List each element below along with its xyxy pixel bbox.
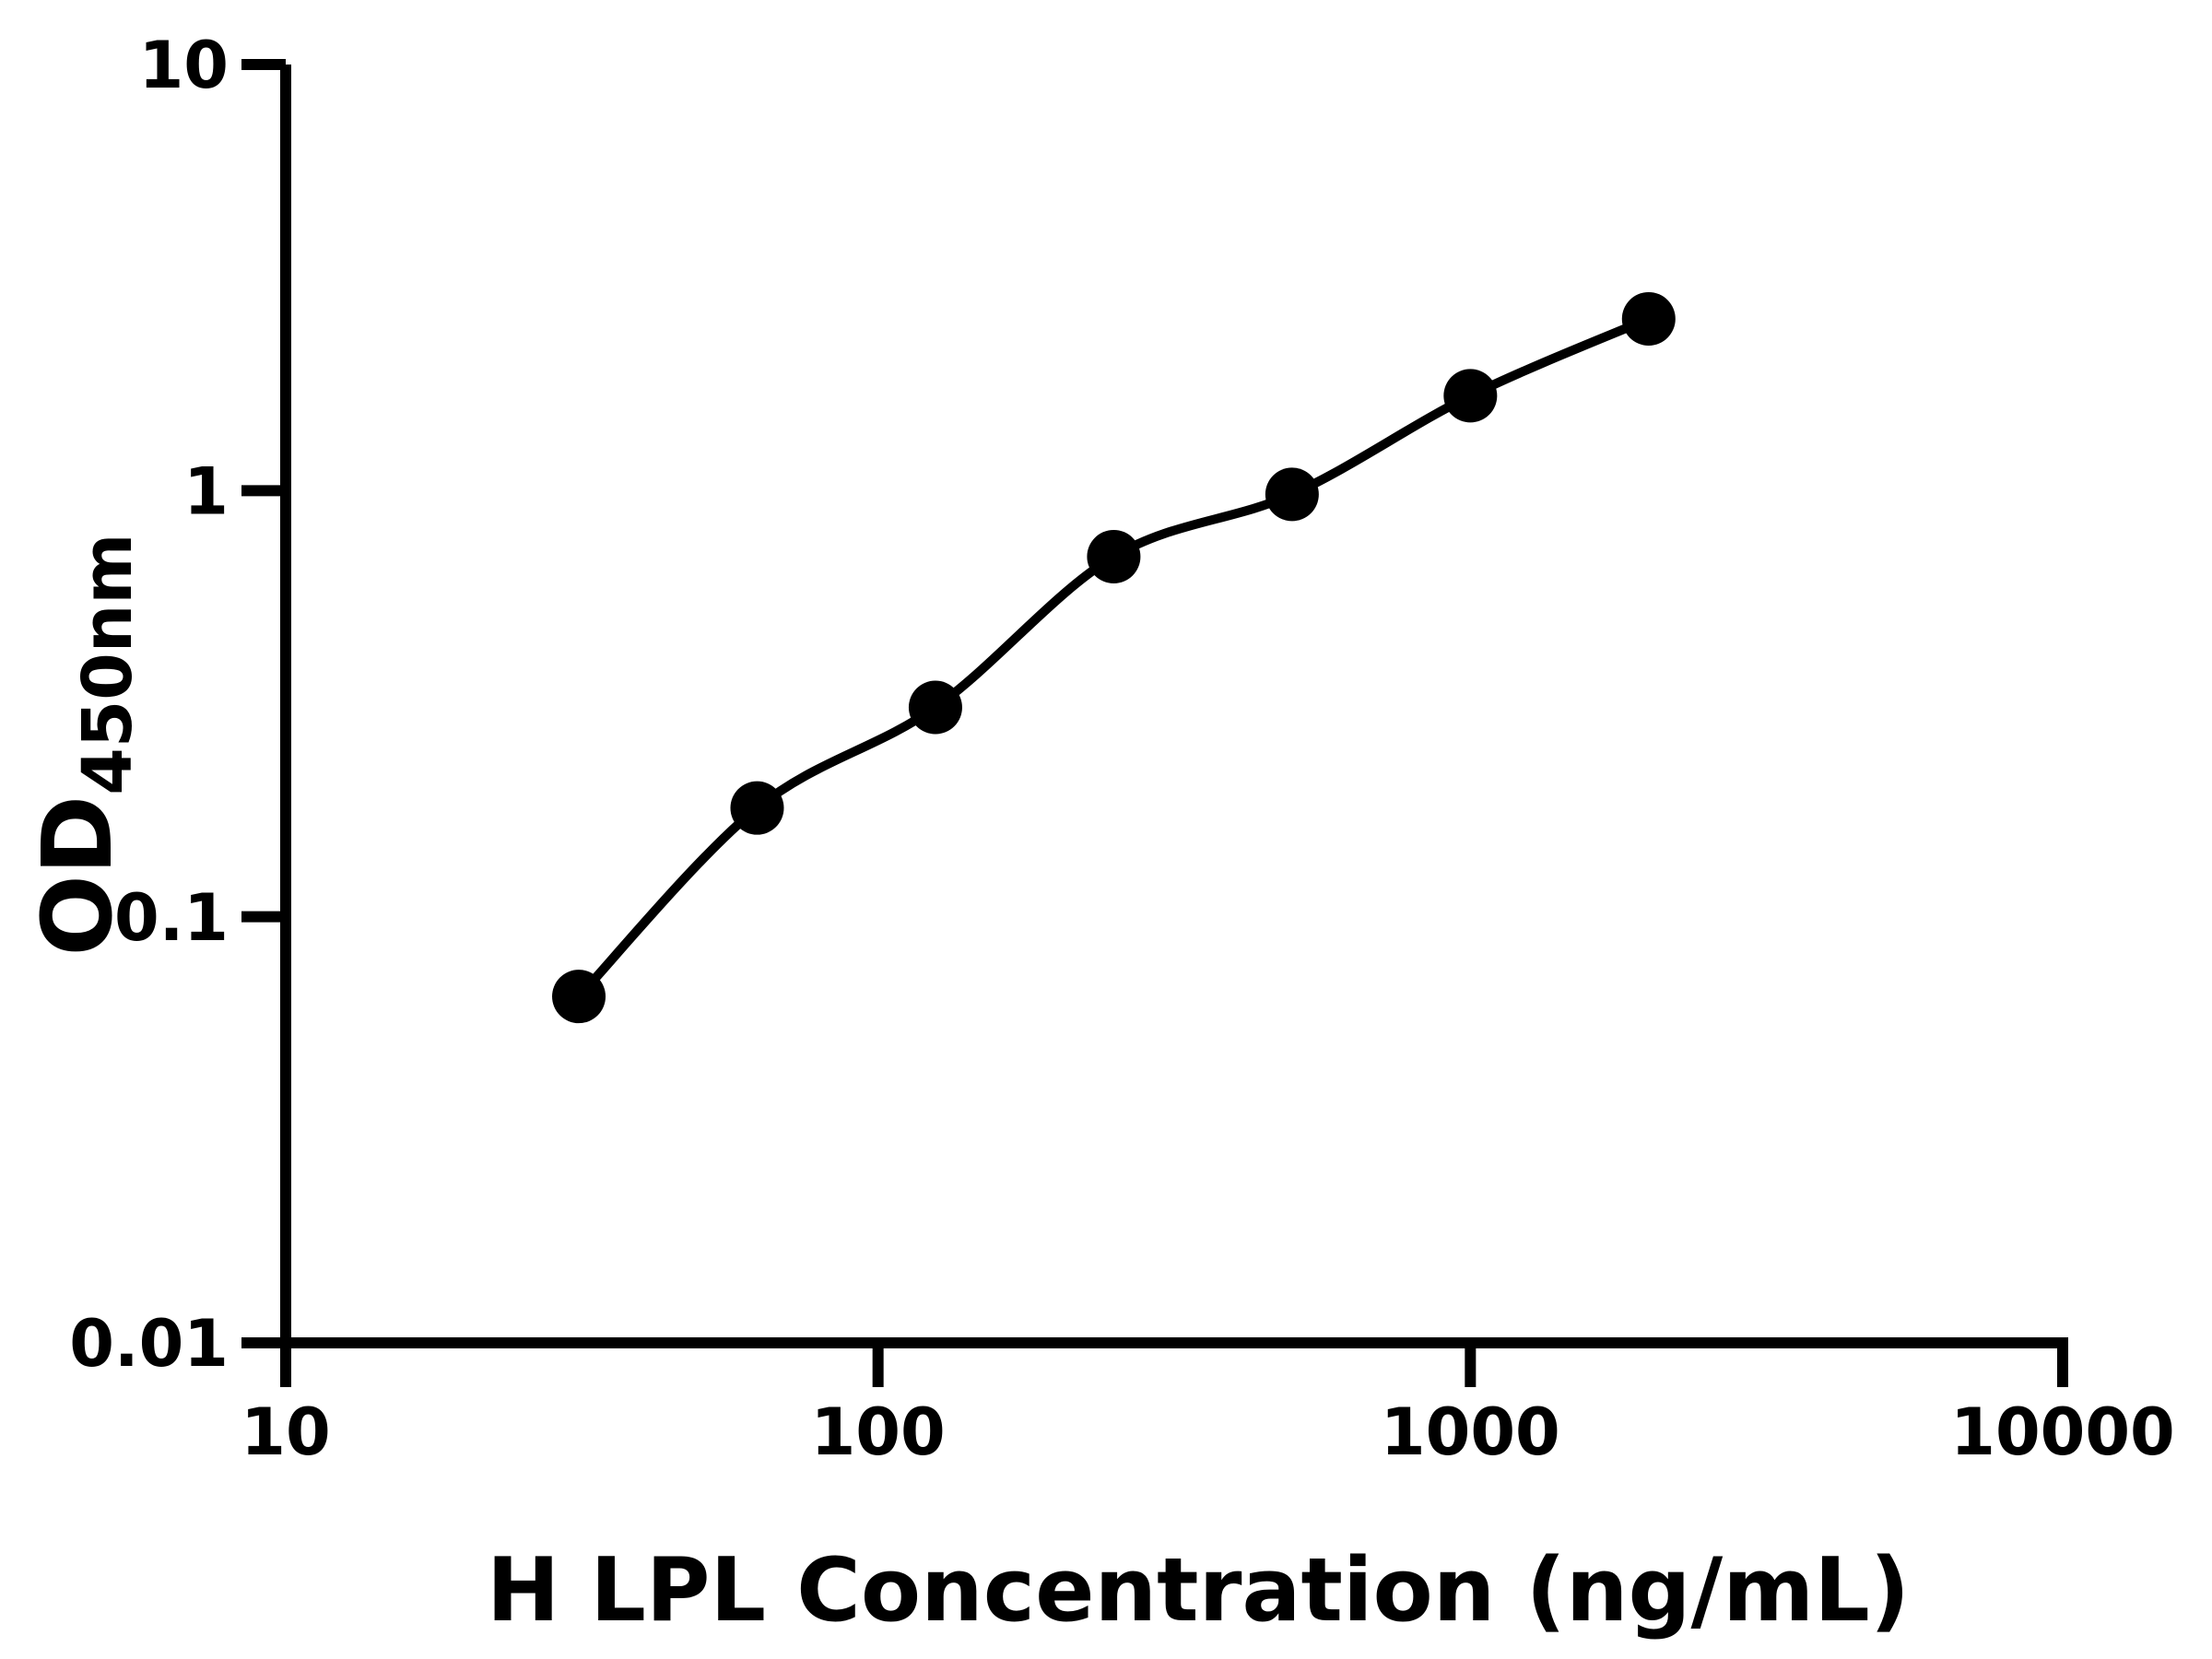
- x-tick-label-10000: 10000: [1950, 1394, 2175, 1470]
- data-point-marker-3: [908, 680, 962, 735]
- y-tick-label-0.1: 0.1: [114, 880, 229, 956]
- data-point-marker-5: [1265, 467, 1319, 522]
- x-tick-label-1000: 1000: [1381, 1394, 1560, 1470]
- x-tick-label-100: 100: [811, 1394, 946, 1470]
- axis-frame: [280, 65, 2068, 1348]
- data-point-marker-1: [552, 970, 606, 1024]
- x-tick-label-10: 10: [241, 1394, 330, 1470]
- y-axis-title-main: OD: [21, 795, 134, 957]
- y-axis-title-subscript: 450nm: [68, 533, 147, 794]
- data-point-marker-2: [730, 781, 784, 835]
- x-axis-title: H LPL Concentration (ng/mL): [487, 1540, 1910, 1641]
- y-tick-label-1: 1: [183, 454, 229, 530]
- y-axis-title: OD450nm: [21, 533, 147, 956]
- data-point-marker-6: [1443, 369, 1498, 423]
- data-point-marker-4: [1087, 529, 1141, 583]
- y-tick-label-0.01: 0.01: [69, 1306, 229, 1382]
- y-tick-label-10: 10: [139, 28, 229, 103]
- data-point-marker-7: [1621, 291, 1676, 346]
- standard-curve-fit-line: [574, 313, 1653, 1002]
